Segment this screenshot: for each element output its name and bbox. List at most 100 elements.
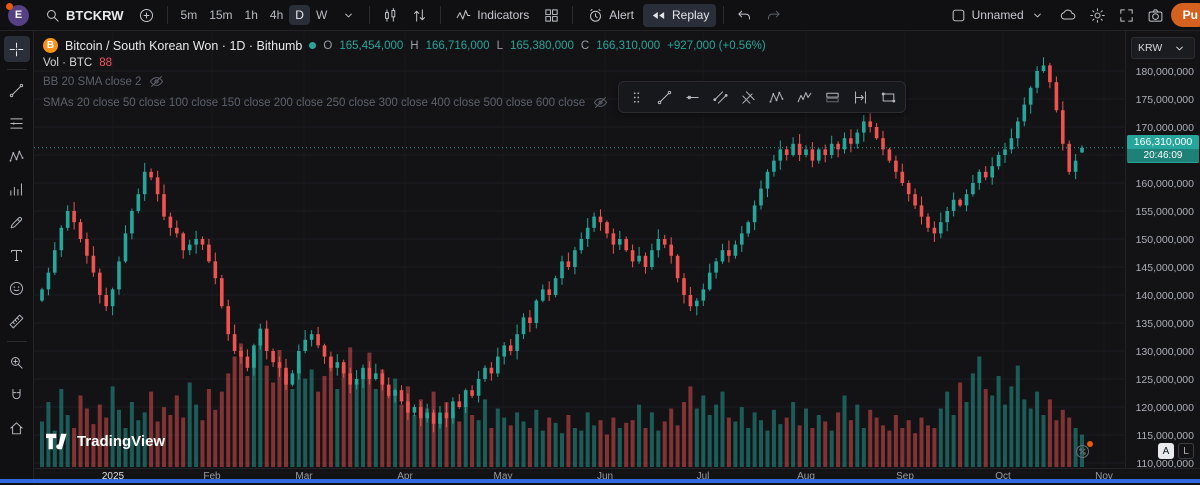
crosshair-tool-button[interactable]: [3, 36, 30, 62]
smas-indicator-label[interactable]: SMAs 20 close 50 close 100 close 150 clo…: [43, 96, 586, 109]
fullscreen-button[interactable]: [1113, 4, 1140, 27]
fib-tool-button[interactable]: [4, 110, 30, 136]
price-scale[interactable]: KRW 180,000,000175,000,000170,000,000165…: [1125, 31, 1200, 470]
symbol-search-button[interactable]: BTCKRW: [37, 4, 131, 27]
ruler-tool-button[interactable]: [4, 308, 30, 334]
replay-button[interactable]: Replay: [642, 3, 717, 27]
camera-icon: [1148, 8, 1163, 22]
rectangle-tool-button[interactable]: [875, 85, 901, 109]
layout-name: Unnamed: [971, 8, 1024, 22]
save-layout-button[interactable]: [1055, 4, 1082, 27]
currency-dropdown[interactable]: KRW: [1131, 37, 1195, 59]
grid-icon: [545, 8, 558, 22]
emoji-tool-button[interactable]: [4, 275, 30, 301]
elliott-tool-button[interactable]: [791, 85, 817, 109]
trend-line-tool-button[interactable]: [4, 77, 30, 103]
price-scale-label: 150,000,000: [1135, 234, 1194, 246]
quick-percent-scale-button[interactable]: [1072, 441, 1093, 462]
trend-line-icon: [9, 83, 24, 97]
currency-label: KRW: [1138, 42, 1163, 54]
text-icon: [11, 249, 22, 261]
zoom-tool-button[interactable]: [4, 349, 30, 375]
log-scale-button[interactable]: L: [1178, 443, 1194, 459]
pitchfork-tool-button[interactable]: [735, 85, 761, 109]
timeframe-1h[interactable]: 1h: [239, 5, 264, 25]
price-scale-label: 110,000,000: [1136, 458, 1194, 470]
timeframe-W[interactable]: W: [310, 5, 333, 25]
alert-button[interactable]: Alert: [580, 4, 641, 27]
time-axis-label[interactable]: Aug: [797, 471, 815, 482]
undo-icon: [738, 10, 751, 20]
timeframe-5m[interactable]: 5m: [175, 5, 204, 25]
time-axis-label[interactable]: Mar: [295, 471, 313, 482]
trend-line-tool-button[interactable]: [651, 85, 677, 109]
price-scale-label: 115,000,000: [1136, 430, 1194, 442]
close-label: C: [580, 39, 590, 52]
compare-button[interactable]: [406, 4, 433, 27]
time-axis-label[interactable]: May: [493, 471, 513, 482]
horizontal-ray-tool-button[interactable]: [679, 85, 705, 109]
redo-button[interactable]: [760, 4, 787, 27]
toolbar-divider: [369, 6, 371, 24]
drag-handle-tool-button[interactable]: [623, 85, 649, 109]
indicator-templates-button[interactable]: [538, 4, 565, 27]
hidden-eye-icon[interactable]: [592, 94, 609, 111]
bb-indicator-label[interactable]: BB 20 SMA close 2: [43, 75, 142, 88]
xabcd-tool-button[interactable]: [763, 85, 789, 109]
volume-label[interactable]: Vol · BTC: [43, 57, 93, 69]
brush-tool-button[interactable]: [4, 209, 30, 235]
indicators-button[interactable]: Indicators: [448, 4, 536, 27]
time-axis-label[interactable]: Jul: [696, 471, 710, 482]
layout-checkbox-icon: [950, 7, 967, 24]
time-axis-label[interactable]: 2025: [101, 471, 125, 482]
toolbar-divider: [572, 6, 574, 24]
time-axis-label[interactable]: Nov: [1095, 471, 1113, 482]
zoom-icon: [11, 356, 23, 369]
date-range-tool-button[interactable]: [847, 85, 873, 109]
compare-icon: [414, 8, 426, 22]
hidden-eye-icon[interactable]: [148, 73, 165, 90]
price-scale-label: 140,000,000: [1135, 290, 1194, 302]
xabcd-tool-button[interactable]: [4, 143, 30, 169]
eye-off-icon: [150, 76, 164, 87]
emoji-icon: [9, 281, 24, 295]
timeframe-D[interactable]: D: [289, 5, 310, 25]
timeframe-15m[interactable]: 15m: [203, 5, 238, 25]
forecast-tool-button[interactable]: [4, 176, 30, 202]
time-axis-label[interactable]: Feb: [203, 471, 221, 482]
change-value: +927,000 (+0.56%): [667, 39, 766, 52]
time-axis-label[interactable]: Sep: [896, 471, 914, 482]
long-position-icon: [825, 92, 839, 102]
crosshair-icon: [9, 42, 24, 56]
redo-icon: [768, 10, 781, 20]
time-axis-label[interactable]: Apr: [397, 471, 413, 482]
user-avatar[interactable]: E: [6, 2, 29, 26]
parallel-channel-tool-button[interactable]: [707, 85, 733, 109]
text-tool-button[interactable]: [4, 242, 30, 268]
screenshot-button[interactable]: [1142, 4, 1169, 27]
price-scale-label: 125,000,000: [1135, 374, 1194, 386]
home-tool-button[interactable]: [4, 415, 30, 441]
time-axis-label[interactable]: Oct: [995, 471, 1011, 482]
left-drawing-toolbar: [0, 31, 34, 479]
settings-button[interactable]: [1084, 4, 1111, 27]
timeframe-4h[interactable]: 4h: [264, 5, 289, 25]
magnet-tool-button[interactable]: [4, 382, 30, 408]
chart-style-button[interactable]: [377, 4, 404, 27]
undo-button[interactable]: [731, 4, 758, 27]
publish-button[interactable]: Pu: [1170, 3, 1200, 27]
alert-clock-icon: [587, 7, 604, 24]
parallel-channel-icon: [712, 90, 728, 104]
auto-scale-button[interactable]: A: [1158, 443, 1174, 459]
legend-title[interactable]: Bitcoin / South Korean Won · 1D · Bithum…: [65, 38, 303, 53]
add-symbol-button[interactable]: [133, 4, 160, 27]
layout-select-button[interactable]: Unnamed: [943, 4, 1053, 27]
time-axis-label[interactable]: Jun: [596, 471, 614, 482]
price-scale-label: 155,000,000: [1135, 206, 1194, 218]
symbol-name: BTCKRW: [66, 7, 124, 23]
search-icon: [47, 9, 59, 22]
chart-area[interactable]: B Bitcoin / South Korean Won · 1D · Bith…: [34, 31, 1200, 485]
candlestick-chart[interactable]: [34, 31, 1126, 468]
long-position-tool-button[interactable]: [819, 85, 845, 109]
timeframe-dropdown-button[interactable]: [335, 4, 362, 27]
